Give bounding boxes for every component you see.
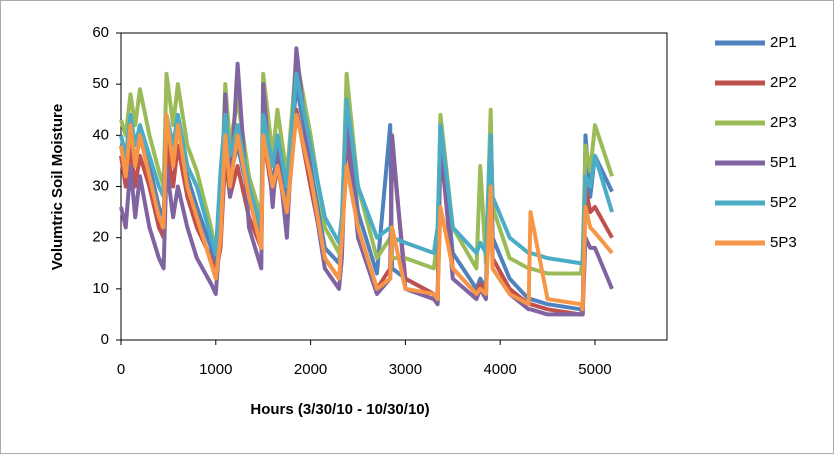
legend-label: 5P3 (770, 234, 797, 251)
y-tick-label: 10 (92, 280, 109, 297)
x-tick-label: 5000 (578, 361, 611, 378)
x-tick-label: 1000 (199, 361, 232, 378)
series-line (119, 71, 614, 266)
x-tick-label: 2000 (294, 361, 327, 378)
legend-label: 5P1 (770, 154, 797, 171)
x-tick-label: 4000 (483, 361, 516, 378)
legend-label: 2P1 (770, 34, 797, 51)
y-tick-label: 0 (101, 331, 109, 348)
y-tick-label: 50 (92, 75, 109, 92)
x-tick-label: 0 (117, 361, 125, 378)
y-tick-label: 60 (92, 24, 109, 41)
y-tick-label: 20 (92, 229, 109, 246)
x-axis-title: Hours (3/30/10 - 10/30/10) (250, 401, 429, 418)
y-axis-title: Volumtric Soil Moisture (49, 104, 66, 270)
legend-label: 5P2 (770, 194, 797, 211)
y-tick-label: 40 (92, 126, 109, 143)
x-tick-label: 3000 (389, 361, 422, 378)
series-line (119, 112, 614, 312)
legend-label: 2P3 (770, 114, 797, 131)
legend-label: 2P2 (770, 74, 797, 91)
y-tick-label: 30 (92, 177, 109, 194)
series-line (119, 56, 614, 276)
